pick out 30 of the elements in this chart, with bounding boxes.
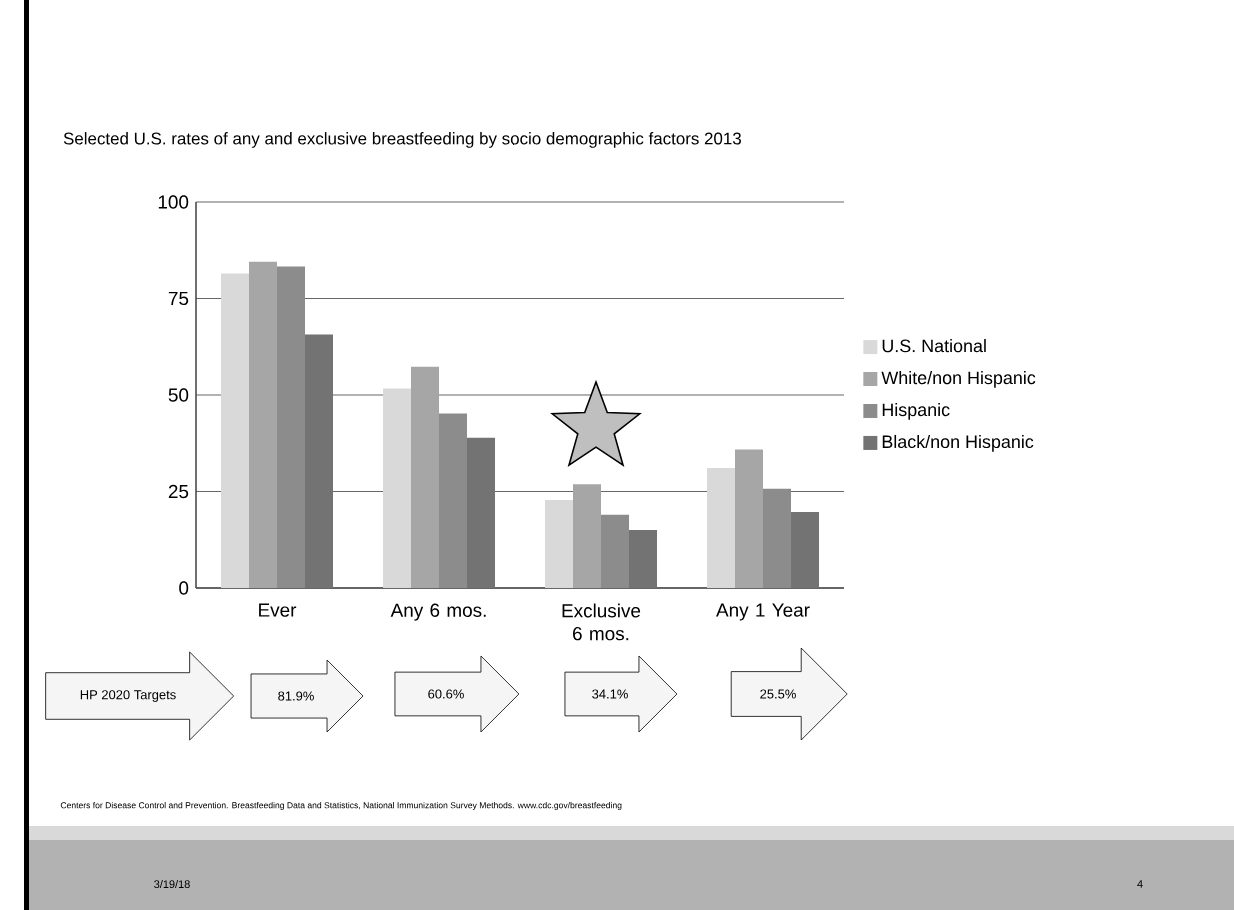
bar [221, 273, 249, 588]
legend-label: Hispanic [882, 402, 950, 420]
bar [305, 334, 333, 588]
bar [277, 266, 305, 588]
x-tick-label: Any 1 Year [716, 603, 810, 621]
y-tick-label: 100 [158, 195, 189, 209]
bar [629, 530, 658, 588]
bar [707, 467, 736, 588]
bar [791, 511, 820, 588]
x-tick-label: Ever [259, 603, 297, 617]
x-tick-label: Exclusive 6 mos. [562, 603, 641, 641]
legend-label: U.S. National [882, 339, 986, 353]
bar [545, 499, 574, 588]
chart-title: Selected U.S. rates of any and exclusive breastfeeding by socio demographic factors 2013 [63, 132, 741, 148]
bar [735, 449, 764, 588]
y-tick-label: 75 [168, 291, 189, 306]
bar [763, 488, 792, 588]
y-tick-label: 0 [179, 581, 189, 595]
bar [467, 437, 496, 588]
x-tick-label: Any 6 mos. [390, 603, 486, 621]
bar [573, 484, 602, 588]
bar [411, 366, 440, 588]
y-tick-label: 50 [168, 388, 189, 402]
legend-label: Black/non Hispanic [882, 434, 1034, 452]
y-tick-label: 25 [168, 484, 189, 499]
bar [249, 261, 277, 588]
bar [383, 388, 411, 588]
bar [601, 514, 630, 588]
bar [439, 413, 468, 588]
legend-label: White/non Hispanic [881, 371, 1036, 388]
